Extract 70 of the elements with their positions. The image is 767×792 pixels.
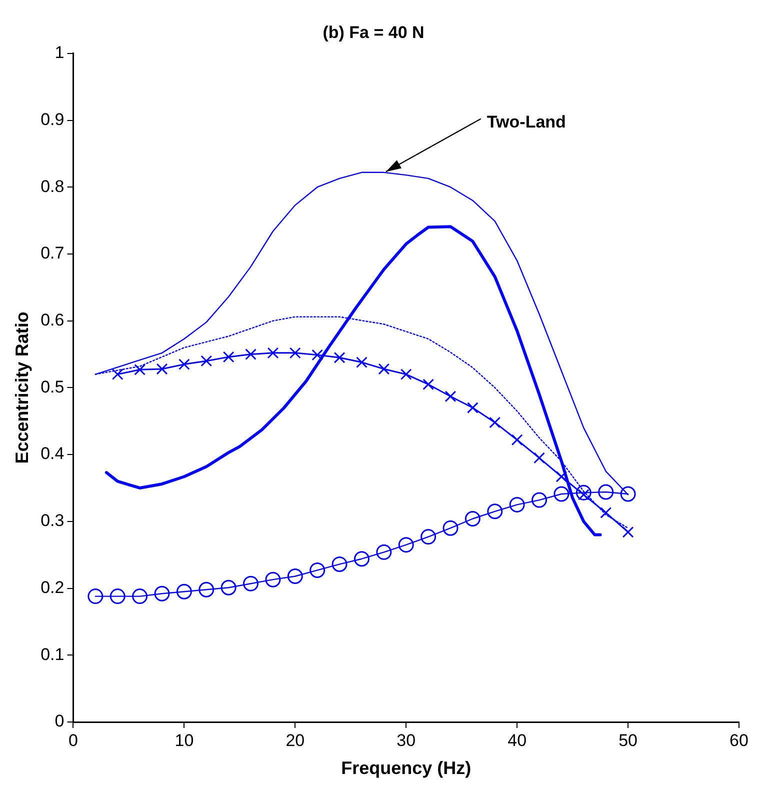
point	[312, 349, 324, 361]
point	[200, 355, 212, 367]
point	[466, 402, 478, 414]
point	[489, 416, 501, 428]
x-axis-title: Frequency (Hz)	[341, 758, 472, 778]
annotation: Two-Land	[486, 112, 566, 132]
point	[442, 520, 458, 536]
point	[176, 584, 192, 600]
x-tick-label: 60	[730, 730, 748, 750]
point	[289, 347, 301, 359]
y-tick-label: 0.4	[40, 444, 64, 464]
y-tick-label: 0	[54, 712, 64, 731]
point	[398, 537, 414, 553]
point	[267, 347, 279, 359]
point	[220, 580, 236, 596]
x-tick-label: 20	[286, 730, 305, 750]
x-tick-label: 10	[174, 730, 194, 750]
point	[622, 526, 634, 538]
point	[132, 588, 148, 604]
y-tick-label: 0.5	[40, 377, 64, 396]
y-tick-label: 0.8	[40, 176, 64, 196]
point	[511, 434, 523, 446]
point	[243, 576, 259, 592]
point	[356, 356, 368, 368]
point	[265, 572, 281, 588]
point	[378, 363, 390, 375]
x-tick-label: 0	[68, 730, 78, 750]
y-tick-label: 0.2	[40, 578, 64, 597]
point	[556, 470, 568, 482]
y-tick-label: 1	[54, 43, 64, 62]
point	[534, 452, 545, 464]
point	[310, 562, 326, 578]
point	[598, 484, 614, 500]
point	[354, 551, 370, 567]
point	[198, 582, 214, 598]
point	[88, 588, 104, 604]
y-tick-label: 0.6	[40, 310, 64, 330]
point	[600, 507, 612, 518]
point	[287, 568, 303, 584]
point	[245, 348, 256, 360]
point	[178, 358, 190, 370]
x-tick-label: 40	[508, 730, 527, 750]
point	[156, 363, 168, 375]
y-tick-label: 0.7	[40, 244, 64, 263]
x-tick-label: 30	[396, 730, 416, 750]
chart-title: (b) Fa = 40 N	[322, 22, 424, 42]
point	[420, 529, 436, 545]
point	[334, 352, 346, 364]
point	[154, 586, 170, 602]
y-tick-label: 0.3	[40, 511, 64, 530]
point	[400, 368, 412, 380]
point	[422, 378, 434, 390]
point	[464, 510, 480, 526]
point	[376, 544, 392, 560]
point	[332, 556, 348, 572]
point	[487, 504, 503, 520]
point	[134, 364, 146, 376]
y-tick-label: 0.9	[40, 110, 64, 129]
point	[576, 484, 592, 500]
point	[222, 351, 234, 363]
point	[620, 486, 636, 502]
point	[110, 588, 126, 604]
point	[444, 390, 456, 402]
y-axis-title: Eccentricity Ratio	[12, 312, 32, 464]
x-tick-label: 50	[618, 730, 638, 750]
point	[112, 368, 124, 380]
point	[532, 492, 548, 508]
y-tick-label: 0.1	[40, 644, 64, 664]
point	[509, 496, 525, 512]
point	[554, 486, 570, 502]
